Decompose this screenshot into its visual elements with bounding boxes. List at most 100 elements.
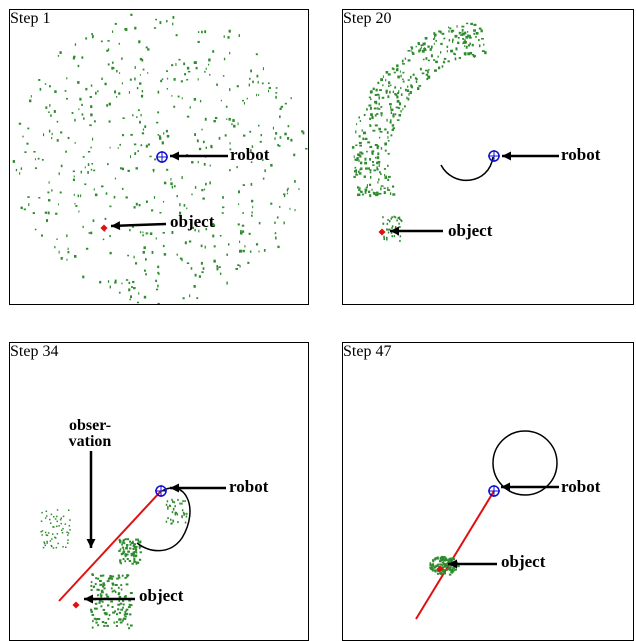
particle	[280, 105, 284, 108]
particle	[65, 546, 67, 548]
particle	[91, 626, 94, 629]
particle	[90, 84, 93, 87]
particle	[145, 144, 148, 148]
particle	[283, 193, 286, 196]
particle	[244, 245, 246, 248]
particle	[124, 595, 127, 597]
particle	[128, 91, 131, 94]
particle	[404, 88, 407, 92]
particle	[434, 570, 437, 573]
particle	[131, 286, 134, 288]
particle	[99, 594, 103, 597]
particle	[38, 197, 41, 199]
particle	[360, 167, 363, 171]
particle	[367, 167, 370, 170]
particle	[124, 615, 127, 618]
particle	[407, 85, 409, 88]
particle	[195, 61, 197, 64]
particle	[222, 206, 225, 209]
particle	[261, 159, 264, 161]
particle	[457, 41, 460, 45]
particle	[287, 187, 289, 190]
particle	[358, 159, 360, 162]
particle	[373, 192, 376, 196]
particle	[195, 66, 198, 70]
particle	[54, 518, 57, 520]
particle	[390, 119, 392, 123]
particle	[130, 624, 133, 627]
particle	[402, 78, 404, 81]
particle	[447, 60, 450, 63]
particle	[390, 105, 392, 109]
object-label: object	[139, 586, 184, 605]
particle	[394, 216, 397, 219]
particle	[437, 563, 440, 566]
particle	[79, 97, 82, 101]
particle	[60, 522, 62, 525]
particle	[443, 572, 446, 575]
particle	[233, 124, 236, 128]
particle	[128, 627, 131, 630]
particle	[182, 297, 185, 300]
particle	[77, 194, 80, 198]
particle	[305, 148, 308, 150]
particle	[242, 184, 245, 186]
particle	[177, 498, 179, 501]
particle	[212, 234, 215, 238]
particle	[397, 217, 399, 219]
particle	[240, 230, 242, 233]
particle	[229, 51, 231, 55]
particle	[448, 26, 450, 29]
particle	[117, 608, 120, 611]
particle	[375, 191, 379, 194]
particle	[93, 585, 96, 588]
particle	[452, 567, 455, 570]
particle	[45, 510, 48, 512]
particle	[52, 533, 54, 535]
particle	[258, 222, 261, 225]
particle	[454, 57, 457, 61]
particles	[351, 22, 487, 198]
particle	[130, 541, 133, 544]
particle	[99, 580, 102, 582]
particle	[74, 118, 76, 122]
particle	[365, 167, 368, 170]
particle	[385, 91, 388, 94]
particle	[138, 204, 141, 207]
particle	[107, 163, 109, 166]
particle	[145, 258, 147, 261]
particle	[117, 593, 120, 596]
particle	[242, 249, 245, 253]
particle	[135, 561, 138, 564]
particle	[26, 142, 29, 145]
particle	[135, 562, 138, 565]
particle	[170, 518, 172, 521]
particle	[145, 232, 147, 235]
particle	[418, 49, 421, 53]
particle	[118, 92, 121, 95]
particle	[283, 194, 286, 198]
particle	[97, 90, 99, 93]
particle	[118, 596, 122, 598]
particle	[294, 180, 296, 183]
particle	[44, 83, 47, 85]
particle	[126, 538, 130, 541]
particle	[439, 563, 442, 566]
particle	[391, 67, 394, 70]
particle	[120, 562, 123, 565]
particle	[205, 182, 207, 186]
particle	[357, 193, 360, 196]
particle	[58, 525, 60, 527]
particle	[157, 111, 160, 114]
particle	[371, 116, 374, 120]
particle	[59, 191, 62, 194]
particle	[131, 562, 134, 565]
particle	[43, 133, 45, 137]
particle	[399, 102, 402, 106]
particle	[111, 575, 115, 578]
particle	[135, 548, 138, 551]
particle	[387, 189, 391, 191]
particle	[461, 29, 464, 32]
particle	[125, 554, 128, 557]
particle	[359, 120, 362, 122]
